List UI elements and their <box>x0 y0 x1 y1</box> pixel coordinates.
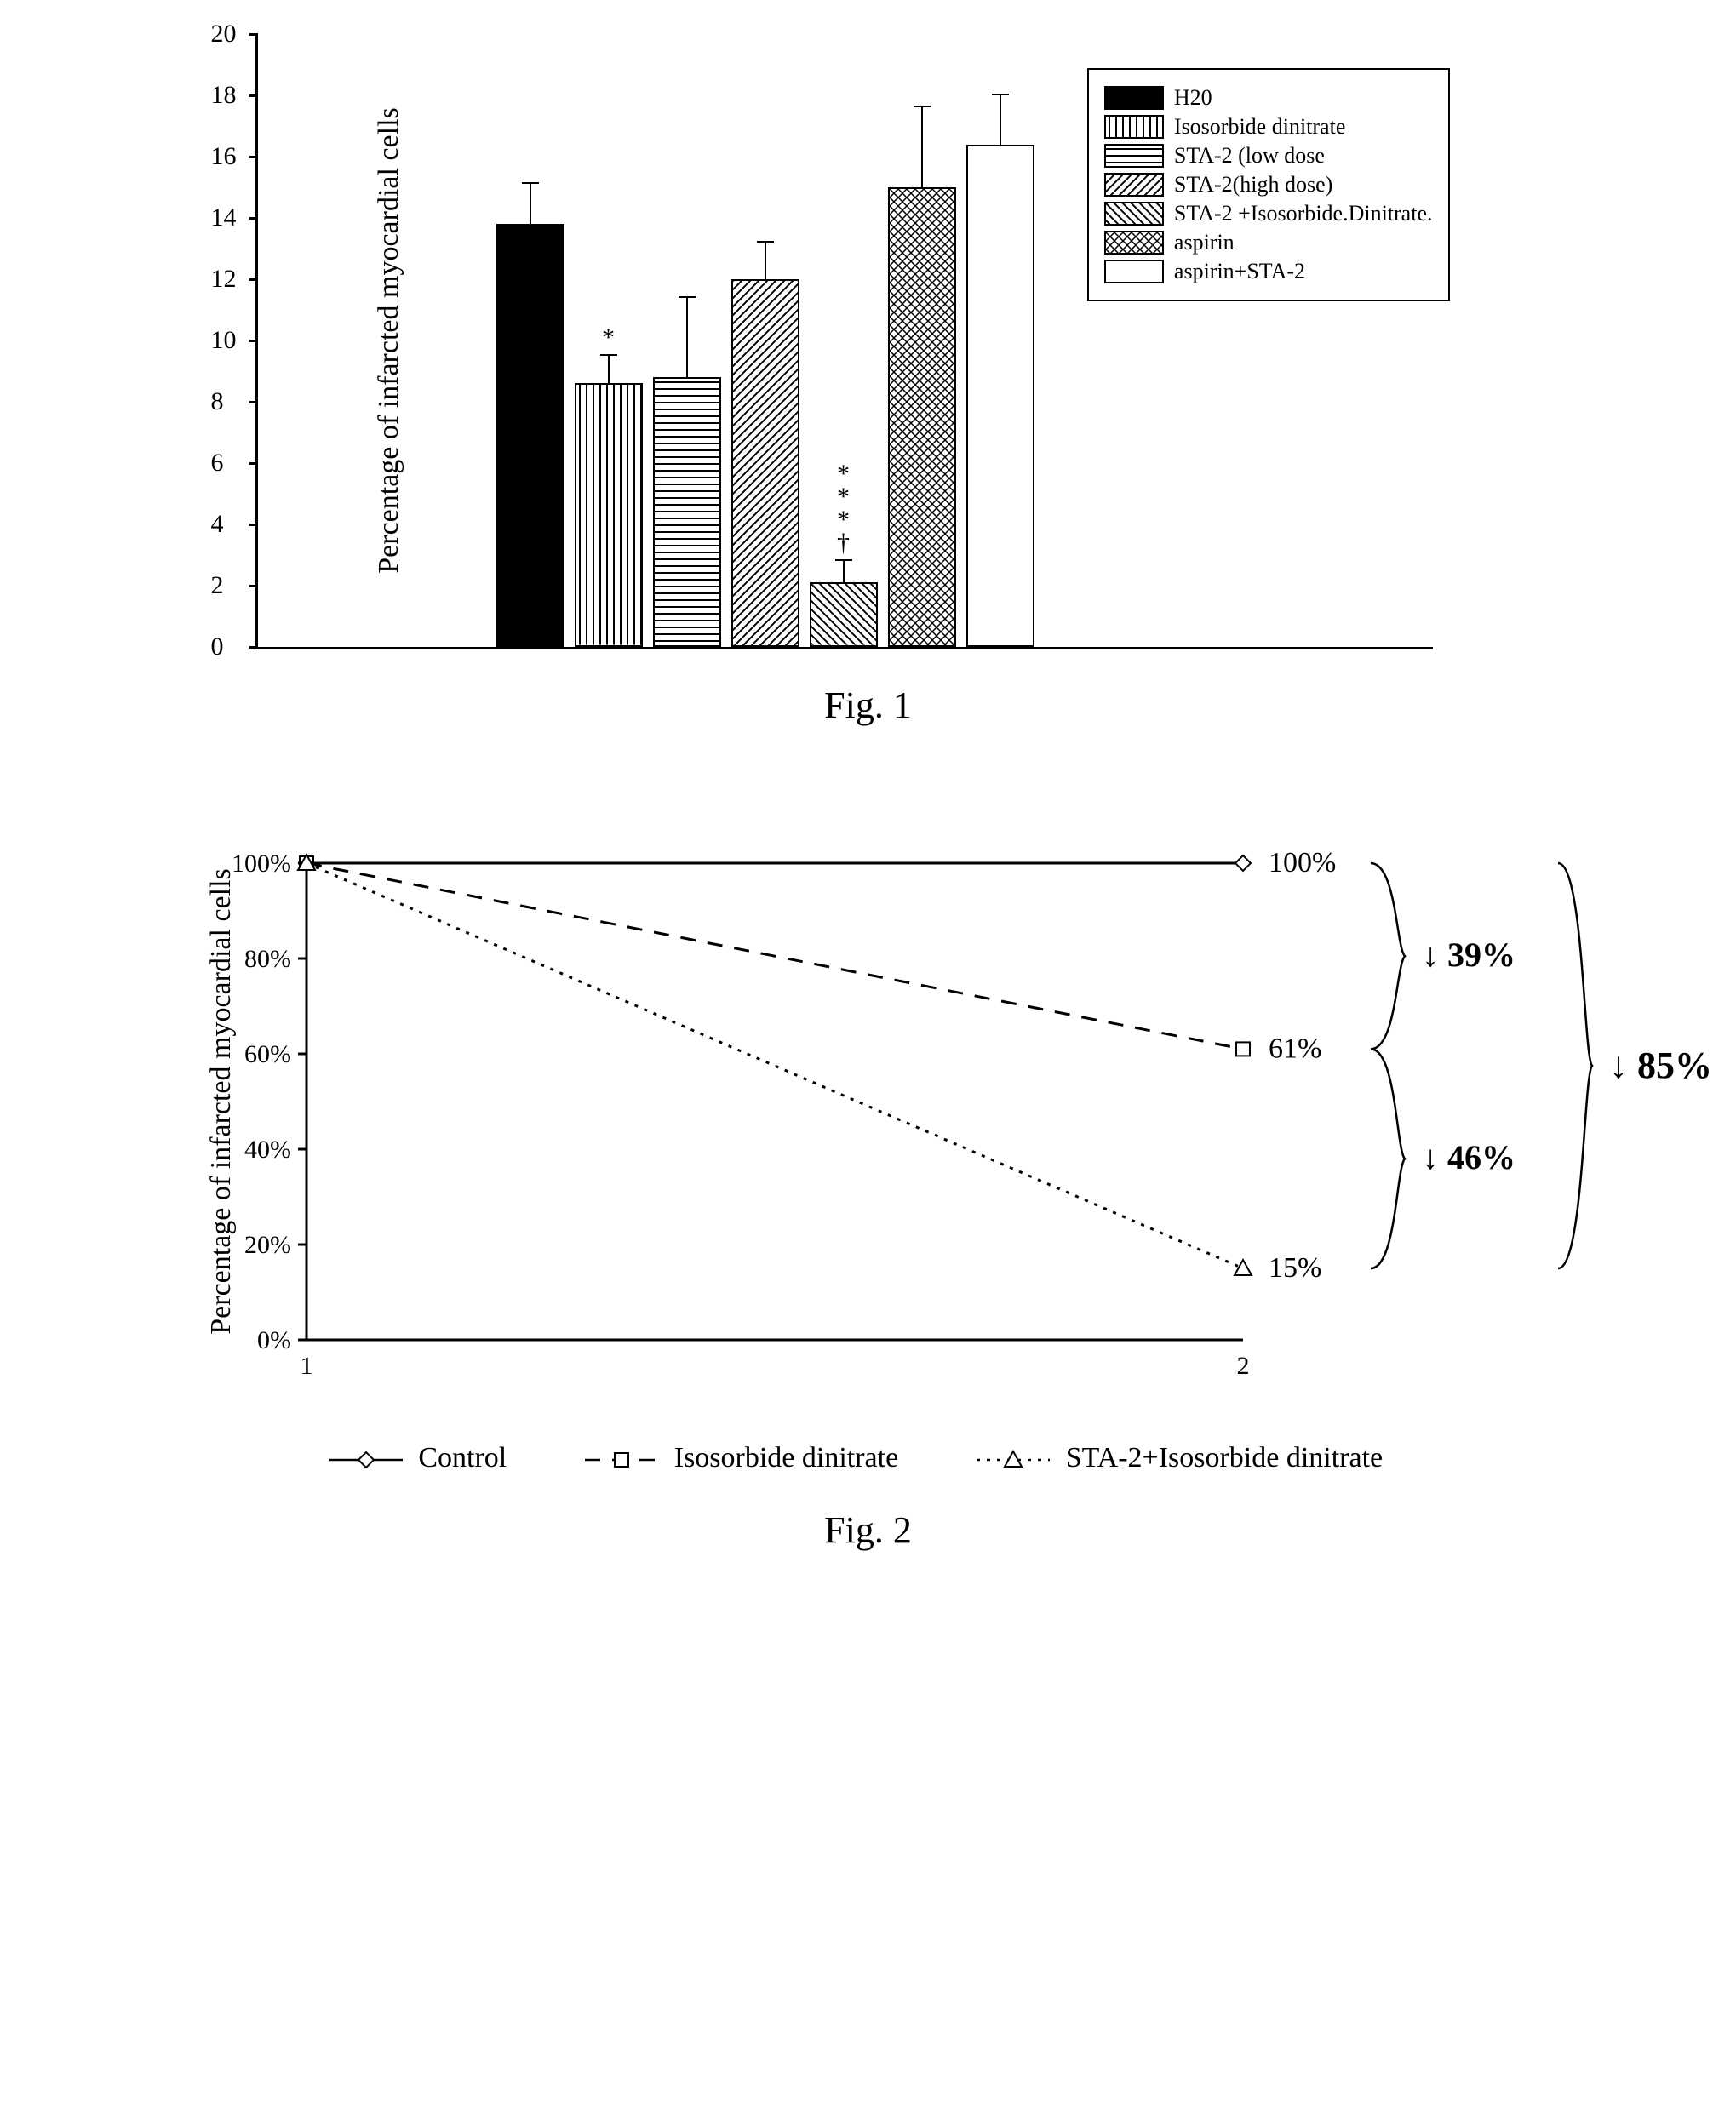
y-tick-label: 20 <box>211 20 237 49</box>
bar <box>653 377 721 647</box>
line-chart: 0% 20% 40% 60% 80% 100% 1 2 Percentage of infarc… <box>204 829 1720 1416</box>
significance-marker: ***† <box>837 462 850 554</box>
y-tick-label: 16 <box>211 142 237 171</box>
bar <box>575 383 643 647</box>
legend-item: STA-2 +Isosorbide.Dinitrate. <box>1104 201 1433 226</box>
svg-text:↓ 85%: ↓ 85% <box>1609 1044 1712 1086</box>
figure-1: Percentage of infarcted myocardial cells… <box>102 34 1635 727</box>
y-tick-label: 12 <box>211 265 237 294</box>
svg-text:40%: 40% <box>244 1136 291 1164</box>
legend-item: H20 <box>1104 85 1433 111</box>
figure-2: 0% 20% 40% 60% 80% 100% 1 2 Percentage of infarc… <box>102 829 1635 1552</box>
bar <box>810 582 878 647</box>
bar <box>888 187 956 647</box>
y-tick-label: 0 <box>211 632 224 661</box>
y-tick-label: 4 <box>211 510 224 539</box>
figure-caption: Fig. 2 <box>102 1508 1635 1552</box>
bar <box>731 279 799 647</box>
svg-text:Percentage of infarcted myocar: Percentage of infarcted myocardial cells <box>205 868 237 1335</box>
svg-text:↓ 46%: ↓ 46% <box>1422 1138 1515 1176</box>
legend-item: aspirin+STA-2 <box>1104 259 1433 284</box>
legend: H20 Isosorbide dinitrate STA-2 (low dose ST… <box>1087 68 1450 301</box>
legend-item: STA-2+Isosorbide dinitrate <box>975 1442 1408 1474</box>
legend-item: STA-2(high dose) <box>1104 172 1433 197</box>
legend-item: Control <box>328 1442 532 1474</box>
svg-text:20%: 20% <box>244 1231 291 1259</box>
svg-text:60%: 60% <box>244 1040 291 1068</box>
y-tick-label: 2 <box>211 571 224 600</box>
y-tick-label: 8 <box>211 387 224 416</box>
svg-text:61%: 61% <box>1269 1033 1321 1064</box>
y-tick-label: 14 <box>211 203 237 232</box>
svg-text:↓ 39%: ↓ 39% <box>1422 936 1515 974</box>
bar <box>496 224 564 647</box>
legend-item: aspirin <box>1104 230 1433 255</box>
y-tick-label: 6 <box>211 449 224 478</box>
svg-text:0%: 0% <box>257 1326 291 1354</box>
svg-text:1: 1 <box>300 1352 312 1380</box>
svg-text:2: 2 <box>1236 1352 1249 1380</box>
legend-item: STA-2 (low dose <box>1104 143 1433 169</box>
y-tick-label: 10 <box>211 326 237 355</box>
legend-item: Isosorbide dinitrate <box>1104 114 1433 140</box>
svg-text:100%: 100% <box>1269 847 1336 878</box>
y-tick-label: 18 <box>211 81 237 110</box>
bar <box>966 145 1034 647</box>
line-legend: Control Isosorbide dinitrate STA-2+Isoso… <box>102 1442 1635 1474</box>
legend-item: Isosorbide dinitrate <box>583 1442 924 1474</box>
svg-text:15%: 15% <box>1269 1252 1321 1284</box>
significance-marker: * <box>602 326 615 349</box>
svg-text:100%: 100% <box>232 850 291 878</box>
figure-caption: Fig. 1 <box>102 684 1635 727</box>
bar-chart: Percentage of infarcted myocardial cells… <box>255 34 1433 649</box>
svg-text:80%: 80% <box>244 945 291 973</box>
